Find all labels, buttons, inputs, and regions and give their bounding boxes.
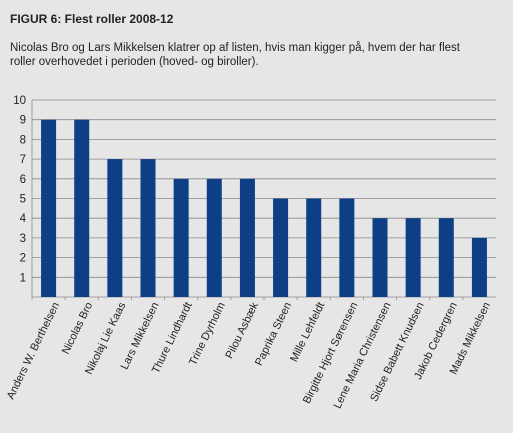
x-tick-label-6: Trine Dyrholm [187, 300, 228, 367]
y-tick-label-1: 1 [20, 272, 26, 284]
bar-8 [273, 198, 289, 297]
bar-6 [206, 178, 222, 297]
y-tick-label-10: 10 [13, 95, 26, 107]
figure-subtitle: Nicolas Bro og Lars Mikkelsen klatrer op… [10, 42, 460, 68]
bar-3 [107, 159, 123, 297]
bar-14 [471, 237, 487, 297]
figure-title: FIGUR 6: Flest roller 2008-12 [10, 12, 174, 26]
bar-9 [306, 198, 322, 297]
bar-2 [74, 119, 90, 297]
bar-1 [41, 119, 57, 297]
bar-5 [173, 178, 189, 297]
y-tick-label-6: 6 [20, 174, 26, 186]
y-tick-label-8: 8 [20, 134, 26, 146]
y-tick-label-3: 3 [20, 233, 26, 245]
x-tick-label-2: Nicolas Bro [60, 300, 95, 356]
bar-10 [339, 198, 355, 297]
bar-4 [140, 159, 156, 297]
bar-7 [239, 178, 255, 297]
bar-11 [372, 218, 388, 297]
x-tick-label-1: Anders W. Berthelsen [5, 300, 62, 401]
y-tick-label-9: 9 [20, 115, 26, 127]
y-tick-label-2: 2 [20, 253, 26, 265]
bar-13 [438, 218, 454, 297]
x-tick-label-9: Mille Lehfeldt [288, 300, 327, 364]
y-tick-label-5: 5 [20, 194, 26, 206]
y-tick-label-4: 4 [20, 213, 27, 225]
x-tick-label-7: Pilou Asbæk [223, 300, 261, 361]
bar-12 [405, 218, 421, 297]
y-tick-label-7: 7 [20, 154, 26, 166]
